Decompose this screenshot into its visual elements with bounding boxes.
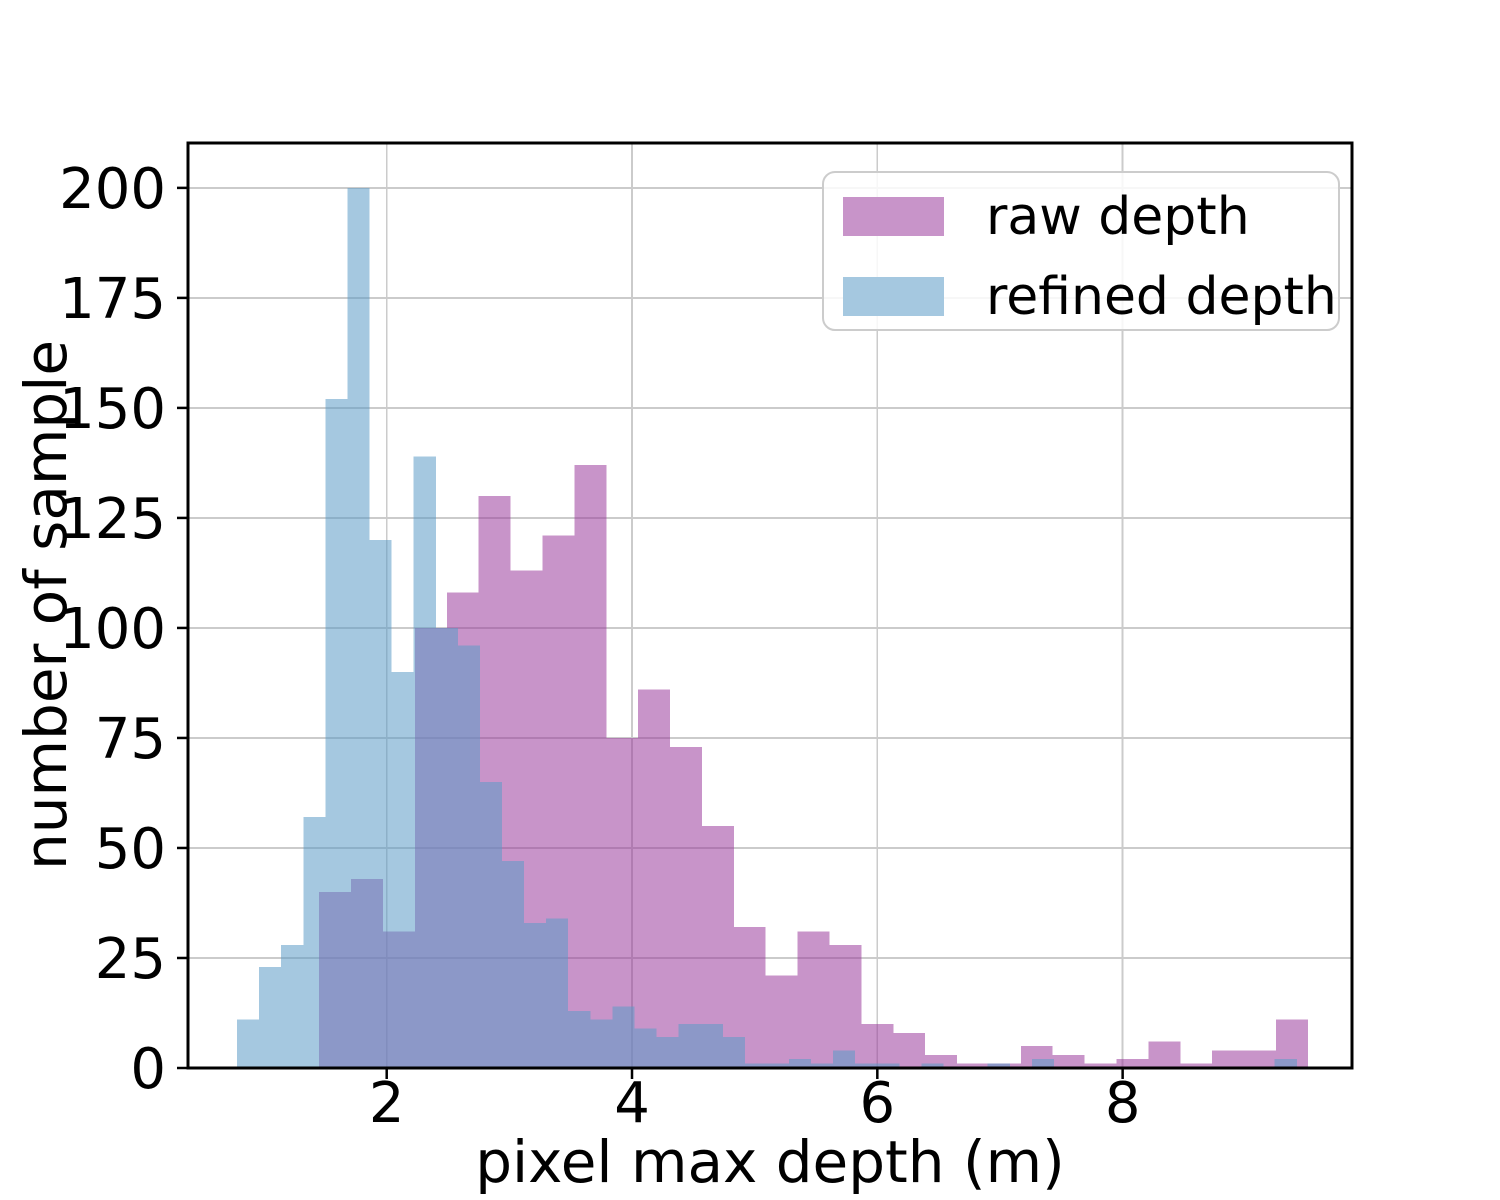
- plot-frame: [186, 141, 1354, 1070]
- raw-depth-bar: [1116, 1059, 1149, 1068]
- y-tick-label-50: 50: [95, 817, 166, 882]
- raw-depth-bar: [1212, 1050, 1245, 1068]
- refined-depth-bar: [612, 1006, 635, 1068]
- x-tick-label-2: 2: [369, 1071, 405, 1136]
- raw-depth-bar: [861, 1023, 894, 1068]
- raw-depth-bar: [893, 1032, 926, 1068]
- y-tick-label-25: 25: [95, 927, 166, 992]
- raw-depth-bar: [574, 465, 607, 1068]
- refined-depth-bar: [634, 1028, 657, 1068]
- refined-depth-bar: [369, 539, 392, 1068]
- y-tick-label-125: 125: [59, 487, 166, 552]
- refined-depth-bar: [501, 861, 525, 1068]
- y-tick-label-175: 175: [59, 267, 166, 332]
- raw-depth-bar: [1052, 1054, 1085, 1068]
- legend: raw depth refined depth: [822, 171, 1340, 331]
- x-tick-label-6: 6: [860, 1071, 896, 1136]
- refined-depth-bar: [744, 1063, 767, 1068]
- x-tick-label-4: 4: [614, 1071, 650, 1136]
- refined-depth-bar: [590, 1019, 613, 1068]
- raw-depth-bar: [670, 746, 702, 1068]
- refined-depth-bar: [766, 1063, 790, 1068]
- raw-depth-bar: [638, 689, 671, 1068]
- x-tick-label-8: 8: [1105, 1071, 1141, 1136]
- refined-depth-bar: [811, 1063, 834, 1068]
- y-tick-label-0: 0: [130, 1037, 166, 1102]
- y-tick-label-100: 100: [59, 597, 166, 662]
- refined-depth-bar: [987, 1063, 1010, 1068]
- refined-depth-bar: [524, 922, 547, 1068]
- y-axis-label: number of sample: [12, 340, 80, 870]
- y-tick-label-75: 75: [95, 707, 166, 772]
- refined-depth-bar: [833, 1050, 856, 1068]
- refined-depth-bar: [877, 1063, 900, 1068]
- refined-depth-bar: [700, 1023, 723, 1068]
- refined-depth-bar: [479, 781, 502, 1068]
- raw-depth-bar: [829, 944, 862, 1068]
- raw-depth-bar: [957, 1063, 989, 1068]
- refined-depth-bars: [237, 187, 1297, 1069]
- y-tick-label-150: 150: [59, 377, 166, 442]
- raw-depth-bar: [1084, 1063, 1117, 1068]
- refined-depth-bar: [259, 966, 282, 1068]
- raw-depth-bar: [797, 931, 830, 1068]
- refined-depth-bar: [546, 918, 569, 1068]
- refined-depth-bar: [656, 1037, 679, 1068]
- x-axis-label: pixel max depth (m): [475, 1128, 1065, 1196]
- refined-depth-bar: [1274, 1059, 1297, 1068]
- legend-label-raw-depth: raw depth: [986, 187, 1250, 247]
- refined-depth-bar: [1031, 1059, 1054, 1068]
- raw-depth-bar: [765, 975, 798, 1068]
- raw-depth-bar: [1148, 1041, 1181, 1068]
- legend-label-refined-depth: refined depth: [986, 267, 1337, 327]
- raw-depth-bar: [1180, 1063, 1213, 1068]
- refined-depth-bar: [237, 1019, 260, 1068]
- refined-depth-bar: [303, 817, 326, 1068]
- refined-depth-bar: [325, 399, 348, 1068]
- refined-depth-bar: [789, 1059, 812, 1068]
- refined-depth-bar: [391, 671, 414, 1068]
- refined-depth-bar: [921, 1063, 944, 1068]
- raw-depth-bar: [1244, 1050, 1276, 1068]
- refined-depth-bar: [855, 1063, 878, 1068]
- refined-depth-bar: [678, 1023, 701, 1068]
- legend-box: [822, 171, 1340, 331]
- legend-swatch-raw-depth: [843, 197, 944, 236]
- refined-depth-bar: [281, 944, 304, 1068]
- ticks-layer: 2 4 6 8 0 25 50 75 100 125 150 175 200: [59, 157, 1140, 1136]
- refined-depth-bar: [457, 645, 480, 1068]
- legend-swatch-refined-depth: [843, 277, 944, 316]
- refined-depth-bar: [722, 1037, 745, 1068]
- refined-depth-bar: [347, 187, 370, 1069]
- refined-depth-bar: [435, 627, 458, 1068]
- y-tick-label-200: 200: [59, 157, 166, 222]
- refined-depth-bar: [413, 456, 436, 1068]
- refined-depth-bar: [568, 1010, 591, 1068]
